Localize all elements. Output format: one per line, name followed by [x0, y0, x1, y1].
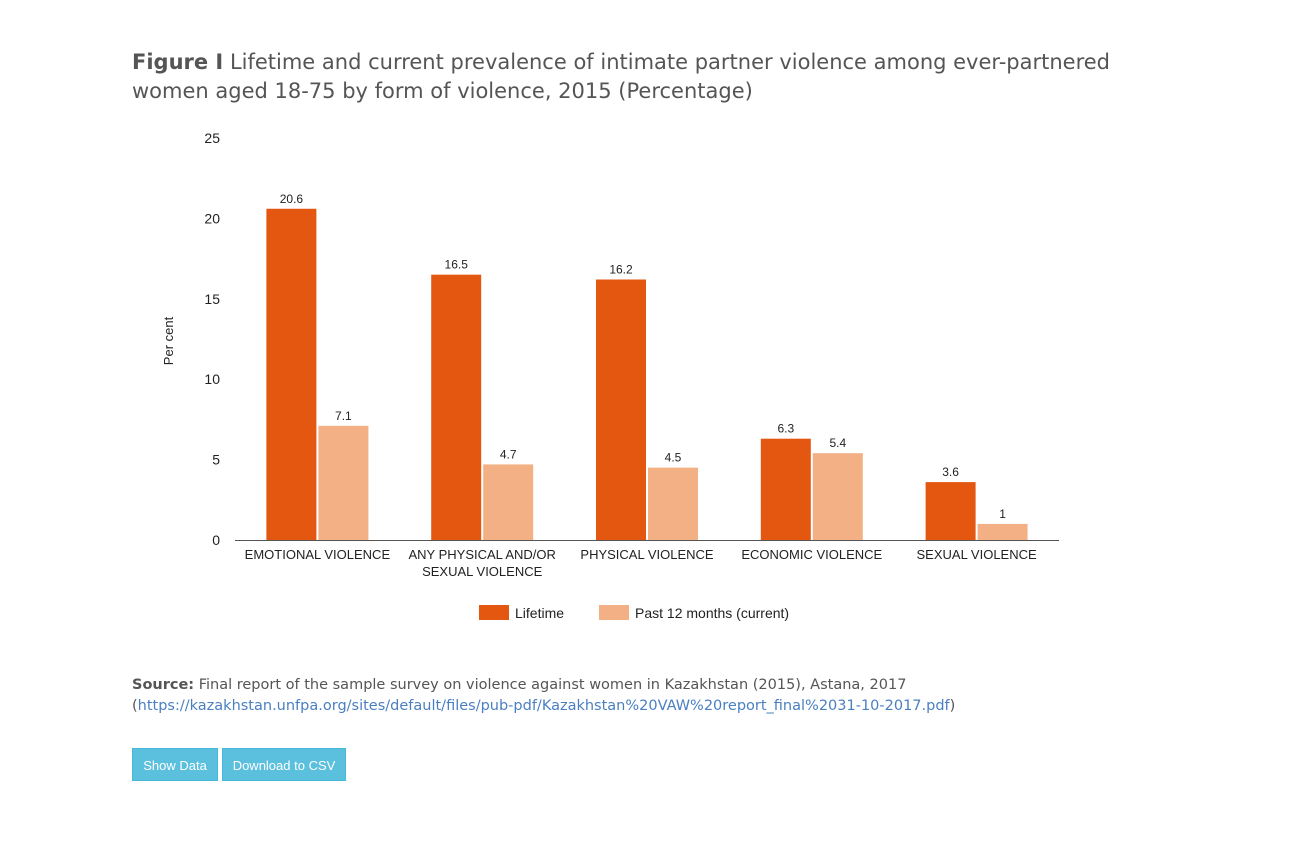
- x-tick-label: SEXUAL VIOLENCE: [422, 564, 543, 579]
- source-link-open: (: [132, 698, 138, 714]
- y-tick-label: 15: [204, 291, 220, 307]
- data-label: 5.4: [829, 436, 846, 450]
- bar-past-12-months: [483, 464, 534, 540]
- bar-past-12-months: [318, 425, 369, 540]
- data-label: 16.5: [445, 258, 469, 272]
- y-tick-label: 0: [212, 532, 220, 548]
- data-label: 6.3: [777, 422, 794, 436]
- bar-past-12-months: [648, 467, 698, 540]
- bar-chart: 0 5 10 15 20 25 Per cent 20.6 7.1 EMOTIONAL VIOLE…: [161, 130, 1059, 621]
- legend-swatch: [599, 605, 629, 620]
- legend-label: Past 12 months (current): [635, 605, 789, 621]
- y-tick-label: 20: [204, 210, 220, 226]
- data-label: 16.2: [609, 263, 633, 277]
- data-label: 20.6: [280, 192, 304, 206]
- legend-swatch: [479, 605, 509, 620]
- source-link-close: ): [949, 698, 956, 714]
- bar-past-12-months: [812, 453, 863, 540]
- data-label: 1: [999, 507, 1006, 521]
- y-tick-label: 10: [204, 371, 220, 387]
- download-csv-button[interactable]: Download to CSV: [222, 748, 346, 781]
- x-tick-label: ECONOMIC VIOLENCE: [741, 547, 882, 562]
- data-label: 7.1: [335, 409, 352, 423]
- data-label: 4.7: [500, 447, 517, 461]
- x-tick-label: SEXUAL VIOLENCE: [917, 547, 1038, 562]
- bar-lifetime: [266, 208, 317, 540]
- x-tick-label: PHYSICAL VIOLENCE: [580, 547, 714, 562]
- figure-title: Figure I Lifetime and current prevalence…: [132, 48, 1142, 106]
- data-label: 3.6: [942, 465, 959, 479]
- legend-label: Lifetime: [515, 605, 564, 621]
- x-tick-label: EMOTIONAL VIOLENCE: [245, 547, 391, 562]
- figure-label: Figure I: [132, 50, 224, 74]
- show-data-button[interactable]: Show Data: [132, 748, 218, 781]
- bar-past-12-months: [977, 523, 1028, 540]
- figure-title-text: Lifetime and current prevalence of intim…: [132, 50, 1110, 103]
- bar-lifetime: [431, 274, 482, 540]
- source-label: Source:: [132, 677, 195, 693]
- source-link[interactable]: https://kazakhstan.unfpa.org/sites/defau…: [137, 698, 950, 714]
- source-note: Source: Final report of the sample surve…: [132, 675, 1232, 717]
- y-axis-label: Per cent: [161, 316, 176, 365]
- bar-lifetime: [596, 279, 646, 540]
- y-tick-label: 5: [212, 452, 220, 468]
- bar-lifetime: [925, 482, 976, 540]
- y-tick-label: 25: [204, 130, 220, 146]
- data-label: 4.5: [665, 451, 682, 465]
- bar-lifetime: [760, 438, 811, 540]
- source-text: Final report of the sample survey on vio…: [198, 677, 907, 693]
- x-tick-label: ANY PHYSICAL AND/OR: [409, 547, 556, 562]
